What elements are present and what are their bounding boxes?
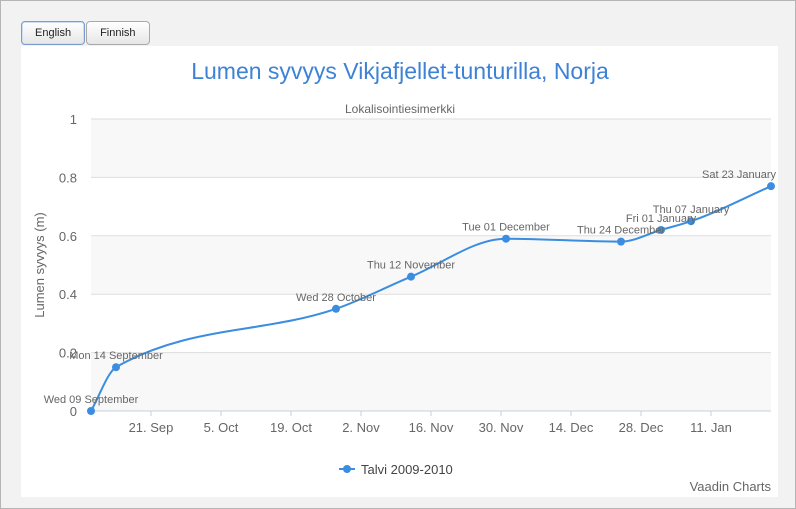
chart-title: Lumen syvyys Vikjafjellet-tunturilla, No… [191,58,609,84]
x-tick-label: 5. Oct [204,420,239,435]
data-label: Wed 09 September [44,394,139,406]
data-point [657,225,665,234]
plot-bands [91,119,771,411]
x-tick-label: 11. Jan [690,420,732,435]
chart-svg: Lumen syvyys Vikjafjellet-tunturilla, No… [32,58,777,494]
data-point [617,237,625,246]
legend[interactable]: Talvi 2009-2010 [339,462,453,477]
data-point [767,182,775,191]
y-tick-label: 1 [70,112,77,127]
data-label: Sat 23 January [702,169,776,181]
series-points [87,182,775,415]
legend-marker-icon [343,465,351,473]
chart-panel: Lumen syvyys Vikjafjellet-tunturilla, No… [21,46,778,497]
data-point [332,304,340,313]
plot-band [91,352,771,411]
x-axis-ticks: 21. Sep 5. Oct 19. Oct 2. Nov 16. Nov 30. Nov… [91,410,771,435]
data-point [112,363,120,372]
data-label: Fri 01 January [626,213,697,225]
english-button[interactable]: English [21,21,86,45]
data-label: Mon 14 September [69,350,163,362]
x-tick-label: 14. Dec [549,420,594,435]
data-point [502,234,510,243]
data-label: Thu 12 November [367,260,455,272]
y-tick-label: 0.8 [59,170,77,185]
legend-item-label[interactable]: Talvi 2009-2010 [361,462,453,477]
series-line [90,185,772,412]
x-tick-label: 21. Sep [129,420,174,435]
data-point [407,272,415,281]
finnish-button[interactable]: Finnish [86,21,150,45]
plot-band [91,235,771,295]
y-axis-title: Lumen syvyys (m) [32,212,47,317]
y-tick-label: 0.4 [59,287,77,302]
y-tick-label: 0.2 [59,346,77,361]
y-axis-ticks: 0 0.2 0.4 0.6 0.8 1 [59,112,77,419]
data-labels: Wed 09 September Mon 14 September Wed 28 O… [44,169,777,406]
chart-subtitle: Lokalisointiesimerkki [345,102,455,116]
x-tick-label: 2. Nov [342,420,380,435]
y-tick-label: 0.6 [59,229,77,244]
data-label: Thu 24 December [577,225,665,237]
credits-link[interactable]: Vaadin Charts [690,479,772,494]
language-switcher: English Finnish [21,21,151,45]
data-label: Tue 01 December [462,222,550,234]
data-label: Wed 28 October [296,292,376,304]
y-tick-label: 0 [70,404,77,419]
x-tick-label: 28. Dec [619,420,664,435]
x-tick-label: 30. Nov [479,420,524,435]
x-tick-label: 16. Nov [409,420,454,435]
data-label: Thu 07 January [653,204,730,216]
data-point [87,407,95,415]
data-point [687,217,695,226]
plot-band [91,119,771,178]
x-tick-label: 19. Oct [270,420,312,435]
